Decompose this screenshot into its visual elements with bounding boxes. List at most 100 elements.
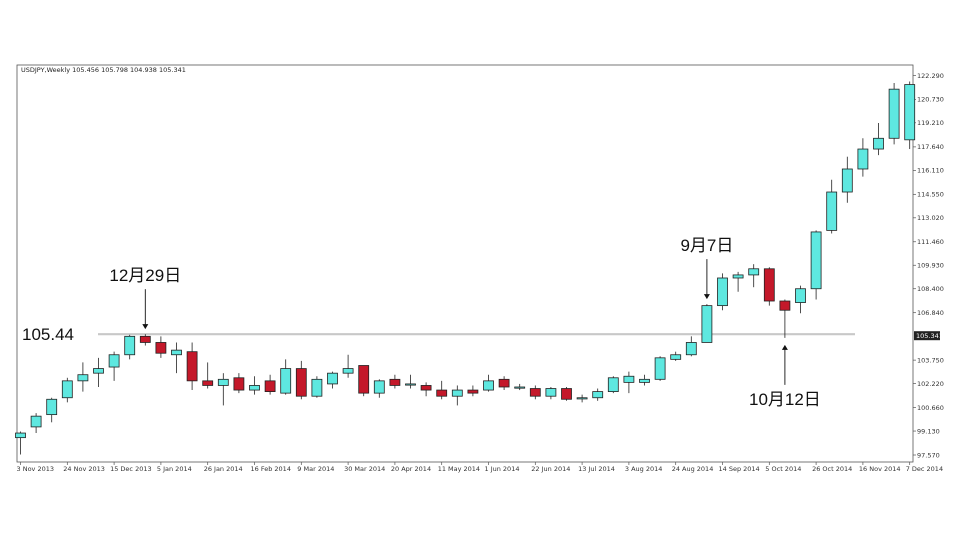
bull-candle [654,356,666,381]
candle-body [264,380,276,392]
bull-candle [483,374,494,392]
bear-candle [561,386,572,401]
bull-candle [904,81,916,150]
annotation-label: 9月7日 [680,236,733,255]
bear-candle [264,374,276,395]
annotation: 10月12日 [749,344,821,409]
x-axis: 3 Nov 2013 24 Nov 2013 15 Dec 2013 5 Jan 20… [17,462,943,473]
candle-body [108,354,120,368]
candle-body [467,389,479,394]
bear-candle [233,373,245,394]
bear-candle [358,365,370,397]
y-tick-label: 114.550 [917,191,944,199]
x-tick-label: 16 Feb 2014 [251,465,291,473]
level-layer: 105.44 [22,325,855,344]
candle-body [748,268,760,276]
y-tick-label: 106.840 [917,309,944,317]
bear-candle [295,360,307,400]
candle-body [685,342,697,356]
candle-body [233,377,245,391]
bear-candle [436,380,448,400]
bear-candle [155,336,167,358]
candle-body [545,388,557,397]
y-tick-label: 113.020 [917,214,944,222]
candle-body [451,389,463,397]
candle-body [857,148,869,170]
x-tick-label: 15 Dec 2013 [110,465,152,473]
y-tick-label: 109.930 [917,262,944,270]
annotation: 12月29日 [109,266,181,330]
bull-candle [873,122,884,156]
bull-candle [451,385,463,406]
candle-body [46,398,58,416]
candle-body [732,274,744,279]
y-tick-label: 122.290 [917,72,944,80]
candle-body [389,378,401,386]
x-tick-label: 24 Nov 2013 [63,465,105,473]
x-tick-label: 22 Jun 2014 [531,465,570,473]
bull-candle [46,397,58,423]
bull-candle [171,342,182,374]
x-tick-label: 14 Sep 2014 [719,465,760,473]
bull-candle [623,371,635,394]
x-tick-label: 3 Nov 2013 [17,465,55,473]
bull-candle [108,351,120,381]
candle-body [249,385,260,391]
candle-body [420,385,432,391]
candle-body [763,268,775,302]
bull-candle [607,376,619,394]
x-tick-label: 9 Mar 2014 [297,465,334,473]
chart-header: USDJPY,Weekly 105.456 105.798 104.938 10… [21,66,186,74]
bull-candle [670,351,682,361]
bull-candle [124,334,136,360]
candle-body [873,137,884,150]
candle-body [186,351,198,382]
annotations: 12月29日 9月7日 10月12日 [109,236,820,409]
candle-body [639,378,650,383]
bear-candle [420,382,432,397]
y-tick-label: 111.460 [917,238,944,246]
candle-body [483,380,494,391]
candles [15,81,916,455]
candle-body [904,84,916,141]
candle-body [280,368,292,394]
bull-candle [857,138,869,177]
bull-candle [249,376,260,395]
annotation-label: 10月12日 [749,390,821,409]
bull-candle [810,230,822,300]
candle-body [779,300,791,311]
y-tick-label: 99.130 [917,427,940,435]
bull-candle [311,376,323,398]
plot-frame [16,64,914,463]
candle-body [623,375,635,383]
candle-body [311,378,323,397]
y-tick-label: 116.110 [917,167,944,175]
candle-body [327,372,338,385]
candle-body [670,354,682,360]
candle-body [888,88,900,139]
x-tick-label: 5 Oct 2014 [765,465,801,473]
annotation-arrowhead [142,324,149,330]
candle-body [124,335,136,356]
bull-candle [888,83,900,145]
candle-body [810,231,822,290]
x-tick-label: 26 Oct 2014 [812,465,852,473]
candle-body [576,397,588,400]
x-tick-label: 7 Dec 2014 [906,465,943,473]
candle-body [561,388,572,400]
candle-body [717,277,728,307]
y-tick-label: 103.750 [917,356,944,364]
candle-body [61,380,73,399]
x-tick-label: 30 Mar 2014 [344,465,385,473]
bull-candle [280,359,292,395]
bull-candle [93,357,104,387]
candle-body [592,391,604,399]
bear-candle [763,267,775,306]
bull-candle [217,373,229,406]
x-tick-label: 26 Jan 2014 [204,465,243,473]
candle-body [342,368,354,374]
y-axis: 122.290 120.730 119.210 117.640 116.110 114.5… [913,72,944,459]
annotation-arrowhead [781,344,788,350]
y-tick-label: 97.570 [917,451,940,459]
bull-candle [514,383,526,391]
